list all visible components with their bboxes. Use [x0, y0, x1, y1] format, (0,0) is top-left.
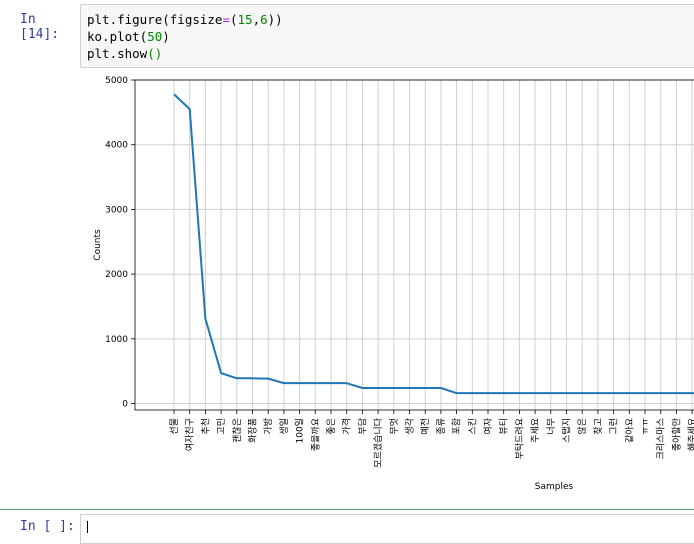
code-line: ko.plot(50): [87, 28, 693, 45]
y-tick-label: 1000: [105, 335, 128, 345]
x-tick-label: 너무: [546, 418, 557, 435]
next-cell-prompt: In [ ]:: [20, 519, 78, 534]
x-tick-label: 부탁드려요: [513, 418, 525, 459]
plot-frame: [135, 80, 694, 410]
text-cursor: [87, 521, 88, 533]
x-axis-label: Samples: [535, 482, 574, 492]
x-tick-label: 좋은: [326, 418, 337, 435]
x-tick-label: 스킨: [467, 418, 478, 435]
code-token: ko.plot(: [87, 29, 147, 44]
x-tick-label: 포함: [452, 418, 463, 435]
x-tick-label: ㅠㅠ: [641, 418, 651, 435]
x-tick-label: 크리스마스: [656, 418, 667, 459]
code-token: ,: [253, 12, 261, 27]
code-token: ): [162, 29, 170, 44]
x-tick-label: 부담: [356, 418, 368, 435]
x-tick-label: 여자친구: [184, 418, 196, 451]
y-axis-label: Counts: [93, 229, 103, 261]
code-token: =: [222, 12, 230, 27]
x-tick-label: 해주세요: [687, 418, 694, 451]
x-tick-label: 그런: [609, 418, 620, 435]
x-tick-label: 괜찮은: [232, 418, 243, 443]
y-tick-label: 5000: [105, 76, 128, 86]
code-token: )): [268, 12, 283, 27]
x-tick-label: 선물: [169, 418, 180, 435]
x-tick-label: 여자: [482, 417, 494, 434]
output-area: 0 1000 2000 3000 4000 5000 선물 여자친구 추천 고민 괜찮은 화장품 가방 생…: [80, 72, 694, 502]
counts-line-chart: 0 1000 2000 3000 4000 5000 선물 여자친구 추천 고민 괜찮은 화장품 가방 생…: [80, 72, 694, 502]
x-tick-label: 뷰티: [499, 418, 510, 435]
x-tick-label: 추천: [200, 418, 211, 435]
x-tick-label: 가방: [263, 418, 274, 435]
x-tick-label: 화장품: [248, 418, 259, 443]
code-cell[interactable]: plt.figure(figsize=(15,6))ko.plot(50)plt…: [80, 4, 694, 68]
x-tick-label: 스탭지: [561, 418, 573, 443]
x-tick-label: 모르겠습니다: [373, 417, 384, 467]
x-tick-label: 100일: [295, 418, 306, 443]
cell-divider: [0, 509, 694, 510]
y-tick-label: 0: [122, 400, 128, 410]
code-token: 6: [260, 12, 268, 27]
code-token: 15: [238, 12, 253, 27]
x-tick-label: 생각: [404, 418, 416, 435]
cell-prompt: In [14]:: [20, 12, 78, 42]
code-token: plt.show: [87, 46, 147, 61]
code-token: (): [147, 46, 162, 61]
y-tick-label: 3000: [105, 205, 128, 215]
x-tick-label: 고민: [216, 418, 227, 435]
y-tick-label: 2000: [105, 270, 128, 280]
code-line: plt.figure(figsize=(15,6)): [87, 11, 693, 28]
x-tick-label: 주세요: [530, 418, 541, 443]
x-tick-label: 않은: [577, 418, 588, 435]
code-token: 50: [147, 29, 162, 44]
x-tick-label: 좋을까요: [310, 418, 321, 451]
x-tick-label: 생일: [279, 418, 290, 435]
x-tick-label: 찾고: [593, 418, 604, 435]
code-token: (: [230, 12, 238, 27]
x-tick-label: 종류: [436, 418, 447, 435]
code-token: plt.figure(figsize: [87, 12, 222, 27]
x-tick-label: 좋아할만: [671, 418, 682, 451]
code-line: plt.show(): [87, 45, 693, 62]
y-tick-label: 4000: [105, 141, 128, 151]
x-tick-label: 가격: [341, 418, 353, 435]
x-tick-label: 무엇: [389, 418, 400, 435]
x-tick-label: 같아요: [623, 418, 635, 443]
next-code-cell[interactable]: [80, 514, 694, 544]
x-tick-label: 예전: [420, 418, 431, 435]
series-line: [174, 94, 692, 393]
